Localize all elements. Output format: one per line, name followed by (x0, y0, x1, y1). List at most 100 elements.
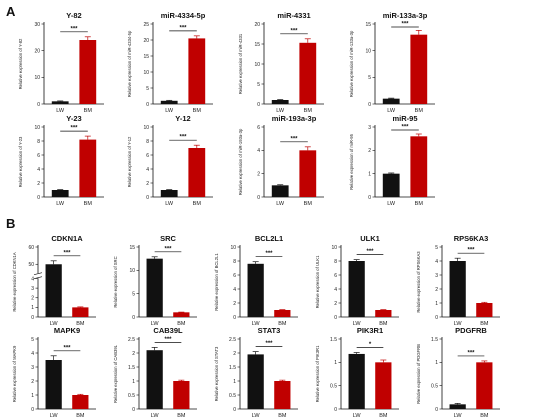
y-tick-label: 6 (233, 273, 236, 279)
y-tick-label: 10 (365, 48, 371, 54)
y-axis-label: Relative expression of MAPK9 (12, 345, 17, 402)
y-tick-label: 5 (146, 86, 149, 92)
chart-pdgfrb: PDGFRB Relative expression of PDGFRB 0 0.5 1… (416, 326, 500, 419)
y-axis-label: Relative expression of miR-133a-3p (349, 30, 354, 97)
y-tick-label: 30 (34, 22, 40, 28)
y-tick-label: 10 (143, 125, 149, 131)
y-tick-label: 10 (230, 245, 236, 251)
bar-bm (173, 312, 190, 317)
chart-y-82: Y-82 Relative expression of Y-82 0 10 20 30 LW… (18, 11, 104, 114)
y-tick-label: 2 (233, 351, 236, 357)
bar-bm (79, 139, 97, 197)
y-tick-label: 4 (31, 276, 34, 282)
y-tick-label: 15 (129, 245, 135, 251)
chart-title: miR-95 (392, 114, 417, 123)
y-tick-label: 2 (368, 148, 371, 154)
bar-bm (375, 362, 392, 409)
y-tick-label: 2.5 (128, 337, 135, 343)
y-tick-label: 2 (233, 301, 236, 307)
significance-label: *** (467, 248, 475, 254)
y-tick-label: 0 (37, 195, 40, 201)
x-tick-label-bm: BM (415, 201, 424, 207)
x-tick-label-lw: LW (454, 321, 463, 327)
significance-label: *** (366, 249, 374, 255)
chart-mir-133a-3p: miR-133a-3p Relative expression of miR-13… (349, 11, 435, 114)
x-tick-label-lw: LW (454, 413, 463, 419)
y-tick-label: 6 (334, 273, 337, 279)
chart-mir-193a-3p: miR-193a-3p Relative expression of miR-19… (238, 114, 324, 207)
y-tick-label: 0 (368, 102, 371, 108)
chart-mir-4331: miR-4331 Relative expression of miR-4331 0… (238, 11, 324, 114)
significance-label: *** (63, 345, 71, 351)
bar-bm (299, 42, 317, 104)
significance-label: *** (290, 136, 298, 142)
y-tick-label: 2 (37, 181, 40, 187)
chart-cab39l: CAB39L Relative expression of CAB39L 0 0.5 1… (113, 326, 197, 419)
y-axis-label: Relative expression of STAT3 (214, 346, 219, 401)
y-tick-label: 1 (334, 360, 337, 366)
x-tick-label-bm: BM (480, 413, 489, 419)
chart-ulk1: ULK1 Relative expression of ULK1 0 2 4 6 8 10 LW… (315, 234, 399, 327)
x-tick-label-lw: LW (165, 108, 174, 114)
y-tick-label: 8 (233, 259, 236, 265)
y-tick-label: 0 (233, 315, 236, 321)
significance-label: *** (70, 26, 78, 32)
y-axis-label: Relative expression of PDGFRB (416, 344, 421, 404)
y-tick-label: 10 (34, 125, 40, 131)
chart-pik3r1: PIK3R1 Relative expression of PIK3R1 0 0.5 1… (315, 326, 399, 419)
y-tick-label: 25 (143, 22, 149, 28)
y-axis-label: Relative expression of Y-82 (18, 38, 23, 89)
chart-cdkn1a: CDKN1A Relative expression of CDKN1A 0 1 2 3 4… (12, 234, 98, 327)
y-tick-label: 2.5 (229, 337, 236, 343)
y-tick-label: 1.5 (431, 337, 438, 343)
y-axis-label: Relative expression of CDKN1A (12, 252, 17, 312)
chart-title: RPS6KA3 (454, 234, 489, 243)
y-tick-label: 2 (257, 171, 260, 177)
y-axis-label: Relative expression of SRC (113, 256, 118, 307)
significance-label: * (369, 342, 372, 348)
bar-lw (160, 100, 178, 104)
y-tick-label: 0 (146, 102, 149, 108)
chart-title: PDGFRB (455, 326, 487, 335)
y-tick-label: 15 (365, 22, 371, 28)
y-tick-label: 0 (334, 315, 337, 321)
bar-lw (449, 261, 466, 317)
y-tick-label: 1.5 (330, 337, 337, 343)
significance-label: *** (164, 337, 172, 343)
y-tick-label: 2 (334, 301, 337, 307)
bar-bm (410, 136, 428, 197)
chart-y-23: Y-23 Relative expression of Y-23 0 2 4 6 8 10 LW… (18, 114, 104, 207)
y-tick-label: 15 (143, 54, 149, 60)
y-tick-label: 3 (31, 286, 34, 292)
y-tick-label: 2 (132, 351, 135, 357)
chart-title: miR-193a-3p (272, 114, 317, 123)
y-tick-label: 1 (435, 301, 438, 307)
y-tick-label: 10 (331, 245, 337, 251)
y-tick-label: 20 (254, 22, 260, 28)
y-tick-label: 2 (31, 296, 34, 302)
y-tick-label: 50 (28, 262, 34, 268)
panel-label-a: A (6, 4, 16, 19)
chart-title: CDKN1A (51, 234, 83, 243)
bar-lw (247, 263, 264, 317)
chart-title: miR-4334-5p (161, 11, 206, 20)
x-tick-label-bm: BM (84, 201, 93, 207)
y-tick-label: 4 (233, 287, 236, 293)
bar-lw (45, 360, 62, 409)
chart-stat3: STAT3 Relative expression of STAT3 0 0.5 1 1.… (214, 326, 298, 419)
x-tick-label-lw: LW (56, 108, 65, 114)
x-tick-label-lw: LW (252, 321, 261, 327)
significance-label: *** (265, 251, 273, 257)
y-tick-label: 8 (334, 259, 337, 265)
x-tick-label-bm: BM (415, 108, 424, 114)
x-tick-label-lw: LW (276, 108, 285, 114)
bar-bm (476, 362, 493, 409)
bar-lw (146, 258, 163, 317)
x-tick-label-lw: LW (387, 108, 396, 114)
bar-lw (271, 100, 289, 104)
bar-lw (348, 261, 365, 317)
significance-label: *** (401, 125, 409, 131)
axis-break-gap (34, 273, 98, 279)
bar-bm (188, 38, 206, 104)
